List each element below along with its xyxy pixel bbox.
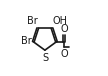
Text: OH: OH <box>52 16 67 26</box>
Text: O: O <box>60 24 68 34</box>
Text: Br: Br <box>27 16 37 26</box>
Text: S: S <box>42 53 48 63</box>
Text: Br: Br <box>21 36 31 46</box>
Text: O: O <box>60 49 68 59</box>
